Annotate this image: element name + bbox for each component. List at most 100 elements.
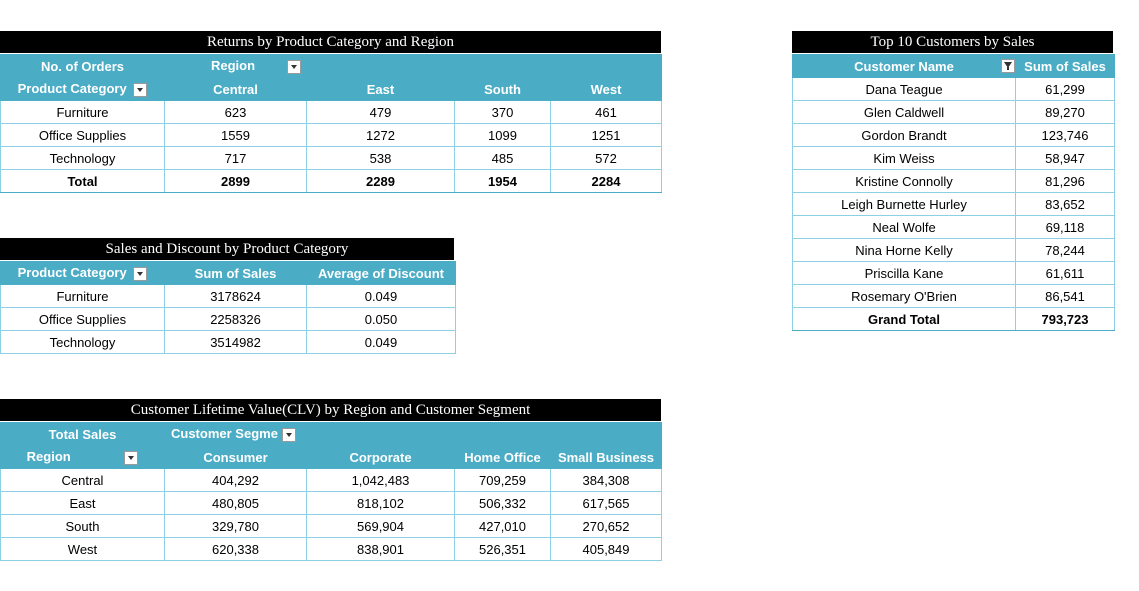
row-label: Glen Caldwell xyxy=(792,100,1016,124)
col-header: Corporate xyxy=(306,445,455,469)
row-label: Furniture xyxy=(0,100,165,124)
col-header: Central xyxy=(164,77,307,101)
cell: 572 xyxy=(550,146,662,170)
cell: 1,042,483 xyxy=(306,468,455,492)
table-row: Rosemary O'Brien 86,541 xyxy=(792,284,1115,308)
product-category-label: Product Category xyxy=(17,265,127,281)
cell: 1272 xyxy=(306,123,455,147)
cell: 623 xyxy=(164,100,307,124)
table-row: South 329,780 569,904 427,010 270,652 xyxy=(0,514,662,538)
cell: 3514982 xyxy=(164,330,307,354)
cell: 61,299 xyxy=(1015,77,1115,101)
dropdown-arrow-icon[interactable] xyxy=(281,427,296,442)
cell: 506,332 xyxy=(454,491,551,515)
product-category-label: Product Category xyxy=(17,81,127,97)
clv-corner-label: Total Sales xyxy=(0,422,165,446)
table-row: Neal Wolfe 69,118 xyxy=(792,215,1115,239)
cell: 617,565 xyxy=(550,491,662,515)
cell: 461 xyxy=(550,100,662,124)
cell: 1559 xyxy=(164,123,307,147)
cell: 479 xyxy=(306,100,455,124)
table-row: Priscilla Kane 61,611 xyxy=(792,261,1115,285)
filter-icon[interactable] xyxy=(1001,59,1015,73)
cell: 3178624 xyxy=(164,284,307,308)
dropdown-arrow-icon[interactable] xyxy=(286,59,301,74)
col-header: Sum of Sales xyxy=(164,261,307,285)
cell: 480,805 xyxy=(164,491,307,515)
col-header: South xyxy=(454,77,551,101)
cell: 78,244 xyxy=(1015,238,1115,262)
cell: 384,308 xyxy=(550,468,662,492)
table-row: Kim Weiss 58,947 xyxy=(792,146,1115,170)
cell: 526,351 xyxy=(454,537,551,561)
total-row: Total 2899 2289 1954 2284 xyxy=(0,169,662,193)
row-label: Neal Wolfe xyxy=(792,215,1016,239)
cell: 2258326 xyxy=(164,307,307,331)
cell: 329,780 xyxy=(164,514,307,538)
row-label: Kristine Connolly xyxy=(792,169,1016,193)
cell: 81,296 xyxy=(1015,169,1115,193)
cell: 89,270 xyxy=(1015,100,1115,124)
customer-name-label: Customer Name xyxy=(854,58,954,74)
table-row: Gordon Brandt 123,746 xyxy=(792,123,1115,147)
cell: 427,010 xyxy=(454,514,551,538)
table-row: Leigh Burnette Hurley 83,652 xyxy=(792,192,1115,216)
col-header: East xyxy=(306,77,455,101)
cell: 69,118 xyxy=(1015,215,1115,239)
cell: 1251 xyxy=(550,123,662,147)
segment-filter-header[interactable]: Customer Segme xyxy=(164,422,307,446)
table-row: Nina Horne Kelly 78,244 xyxy=(792,238,1115,262)
dropdown-arrow-icon[interactable] xyxy=(133,82,148,97)
region-label: Region xyxy=(26,449,71,465)
cell: 569,904 xyxy=(306,514,455,538)
table-row: Kristine Connolly 81,296 xyxy=(792,169,1115,193)
cell: 0.049 xyxy=(306,284,456,308)
cell: 123,746 xyxy=(1015,123,1115,147)
product-category-filter-header[interactable]: Product Category xyxy=(0,261,165,285)
cell: 620,338 xyxy=(164,537,307,561)
product-category-filter-header[interactable]: Product Category xyxy=(0,77,165,101)
table-row: Technology 717 538 485 572 xyxy=(0,146,662,170)
cell: 1099 xyxy=(454,123,551,147)
cell: 485 xyxy=(454,146,551,170)
table-row: Furniture 623 479 370 461 xyxy=(0,100,662,124)
top10-pivot-table: Customer Name Sum of Sales Dana Teague 61… xyxy=(792,54,1115,331)
grand-total-row: Grand Total 793,723 xyxy=(792,307,1115,331)
row-label: Nina Horne Kelly xyxy=(792,238,1016,262)
row-label: Office Supplies xyxy=(0,307,165,331)
region-filter-header[interactable]: Region xyxy=(0,445,165,469)
region-filter-header[interactable]: Region xyxy=(164,54,307,78)
clv-pivot-table: Total Sales Customer Segme Region Consum… xyxy=(0,422,662,561)
total-cell: 2899 xyxy=(164,169,307,193)
col-header: Small Business xyxy=(550,445,662,469)
row-label: Office Supplies xyxy=(0,123,165,147)
total-cell: 793,723 xyxy=(1015,307,1115,331)
total-label: Grand Total xyxy=(792,307,1016,331)
cell: 270,652 xyxy=(550,514,662,538)
cell: 86,541 xyxy=(1015,284,1115,308)
total-cell: 2289 xyxy=(306,169,455,193)
table-row: Office Supplies 1559 1272 1099 1251 xyxy=(0,123,662,147)
row-label: West xyxy=(0,537,165,561)
cell: 61,611 xyxy=(1015,261,1115,285)
table-row: East 480,805 818,102 506,332 617,565 xyxy=(0,491,662,515)
cell: 405,849 xyxy=(550,537,662,561)
dropdown-arrow-icon[interactable] xyxy=(124,450,139,465)
table-row: Technology 3514982 0.049 xyxy=(0,330,456,354)
cell: 83,652 xyxy=(1015,192,1115,216)
table-row: Office Supplies 2258326 0.050 xyxy=(0,307,456,331)
cell: 709,259 xyxy=(454,468,551,492)
dropdown-arrow-icon[interactable] xyxy=(133,266,148,281)
table-row: West 620,338 838,901 526,351 405,849 xyxy=(0,537,662,561)
col-header: Home Office xyxy=(454,445,551,469)
row-label: Priscilla Kane xyxy=(792,261,1016,285)
sales-discount-pivot-table: Product Category Sum of Sales Average of… xyxy=(0,261,456,354)
customer-name-filter-header[interactable]: Customer Name xyxy=(792,54,1016,78)
table-row: Central 404,292 1,042,483 709,259 384,30… xyxy=(0,468,662,492)
cell: 0.049 xyxy=(306,330,456,354)
table-row: Dana Teague 61,299 xyxy=(792,77,1115,101)
col-header: West xyxy=(550,77,662,101)
col-header: Sum of Sales xyxy=(1015,54,1115,78)
row-label: Furniture xyxy=(0,284,165,308)
row-label: South xyxy=(0,514,165,538)
